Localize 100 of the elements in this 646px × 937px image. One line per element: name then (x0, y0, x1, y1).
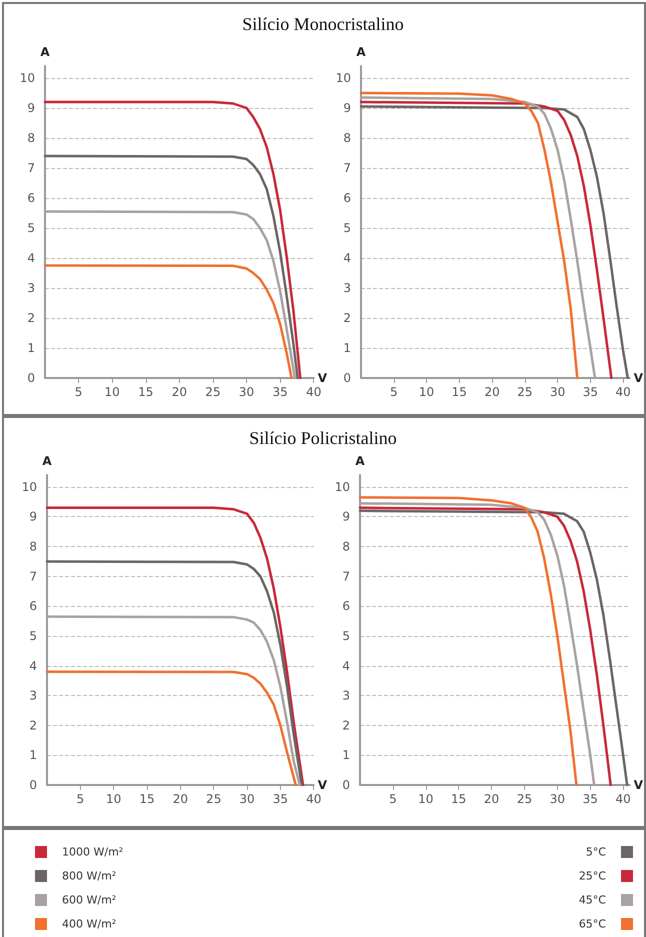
y-tick-label: 7 (342, 569, 350, 584)
y-tick-label: 10 (20, 71, 35, 85)
line-series (46, 615, 301, 786)
chart-title: Silício Policristalino (248, 428, 398, 449)
y-tick-label: 6 (342, 599, 350, 614)
y-tick-label: 1 (342, 748, 350, 762)
y-tick-label: 0 (342, 778, 350, 792)
y-tick-label: 9 (342, 510, 350, 524)
x-tick-label: 30 (550, 385, 566, 399)
x-tick-label: 30 (238, 385, 254, 399)
y-tick-label: 5 (342, 628, 350, 643)
legend-label: 5°C (586, 846, 606, 858)
line-series (44, 210, 296, 380)
y-tick-label: 3 (342, 688, 350, 703)
legend-label: 45°C (578, 894, 606, 906)
y-tick-label: 9 (27, 101, 35, 115)
x-tick-label: 15 (138, 385, 154, 399)
x-tick-label: 15 (452, 385, 467, 399)
x-tick-label: 20 (172, 385, 187, 399)
y-tick-label: 3 (343, 281, 351, 295)
line-series (44, 264, 293, 380)
y-tick-label: 2 (343, 311, 351, 325)
y-tick-label: 10 (336, 71, 351, 85)
x-axis-title: V (634, 371, 644, 385)
x-tick-label: 5 (76, 792, 84, 806)
y-tick-label: 3 (29, 688, 37, 703)
y-tick-label: 4 (342, 658, 350, 673)
x-tick-label: 10 (418, 385, 434, 399)
y-tick-label: 5 (27, 221, 35, 235)
y-tick-label: 0 (29, 778, 37, 792)
x-tick-label: 35 (582, 792, 598, 806)
x-tick-label: 15 (139, 792, 155, 806)
y-tick-label: 2 (342, 718, 350, 732)
y-tick-label: 0 (27, 371, 35, 385)
x-tick-label: 25 (206, 792, 222, 806)
x-tick-label: 30 (550, 792, 565, 806)
y-tick-label: 7 (27, 161, 35, 175)
y-axis-title: A (355, 454, 366, 468)
x-tick-label: 10 (106, 792, 122, 806)
x-tick-label: 30 (239, 792, 255, 806)
y-tick-label: 3 (27, 281, 35, 295)
legend-label: 25°C (578, 870, 606, 882)
legend-label: 800 W/m² (62, 870, 116, 882)
x-axis-title: V (318, 778, 328, 792)
x-tick-label: 25 (205, 385, 221, 399)
legend-label: 1000 W/m² (62, 846, 124, 858)
y-tick-label: 2 (29, 718, 37, 732)
x-tick-label: 10 (104, 385, 120, 399)
y-tick-label: 10 (334, 480, 350, 494)
y-tick-label: 8 (27, 131, 35, 145)
line-series (44, 154, 299, 380)
legend-label: 600 W/m² (62, 894, 116, 906)
y-tick-label: 6 (343, 191, 351, 205)
y-tick-label: 8 (343, 131, 351, 145)
x-tick-label: 25 (517, 385, 532, 399)
y-tick-label: 4 (29, 658, 37, 673)
y-axis-title: A (42, 454, 52, 468)
y-tick-label: 2 (27, 311, 35, 325)
y-tick-label: 4 (343, 251, 351, 265)
legend-label: 400 W/m² (62, 918, 116, 930)
x-tick-label: 20 (484, 385, 500, 399)
y-tick-label: 1 (343, 341, 351, 355)
x-tick-label: 35 (272, 792, 288, 806)
x-tick-label: 35 (582, 385, 598, 399)
x-tick-label: 5 (389, 792, 397, 806)
y-tick-label: 1 (29, 748, 37, 762)
y-tick-label: 5 (29, 628, 37, 643)
x-tick-label: 15 (451, 792, 466, 806)
x-tick-label: 40 (306, 792, 322, 806)
x-tick-label: 20 (172, 792, 188, 806)
y-tick-label: 8 (29, 540, 37, 554)
y-tick-label: 5 (343, 221, 351, 235)
line-series (44, 100, 302, 380)
y-tick-label: 9 (29, 510, 37, 524)
y-tick-label: 7 (29, 569, 37, 584)
y-tick-label: 6 (27, 191, 35, 205)
y-tick-label: 7 (343, 161, 351, 175)
y-tick-label: 6 (29, 599, 37, 614)
y-axis-title: A (40, 45, 50, 59)
y-axis-title: A (356, 45, 366, 59)
x-tick-label: 40 (615, 792, 631, 806)
line-series (46, 506, 304, 786)
x-tick-label: 20 (484, 792, 500, 806)
y-tick-label: 10 (22, 480, 37, 494)
y-tick-label: 1 (27, 341, 35, 355)
line-series (46, 560, 303, 786)
x-axis-title: V (318, 371, 328, 385)
y-tick-label: 9 (343, 101, 351, 115)
line-series (46, 670, 297, 786)
y-tick-label: 8 (342, 540, 350, 554)
x-tick-label: 10 (418, 792, 434, 806)
x-tick-label: 25 (516, 792, 532, 806)
y-tick-label: 0 (343, 371, 351, 385)
chart-title: Silício Monocristalino (241, 14, 405, 35)
y-tick-label: 4 (27, 251, 35, 265)
x-tick-label: 5 (390, 385, 398, 399)
x-axis-title: V (634, 778, 644, 792)
x-tick-label: 40 (306, 385, 322, 399)
legend-label: 65°C (578, 918, 606, 930)
x-tick-label: 5 (74, 385, 82, 399)
